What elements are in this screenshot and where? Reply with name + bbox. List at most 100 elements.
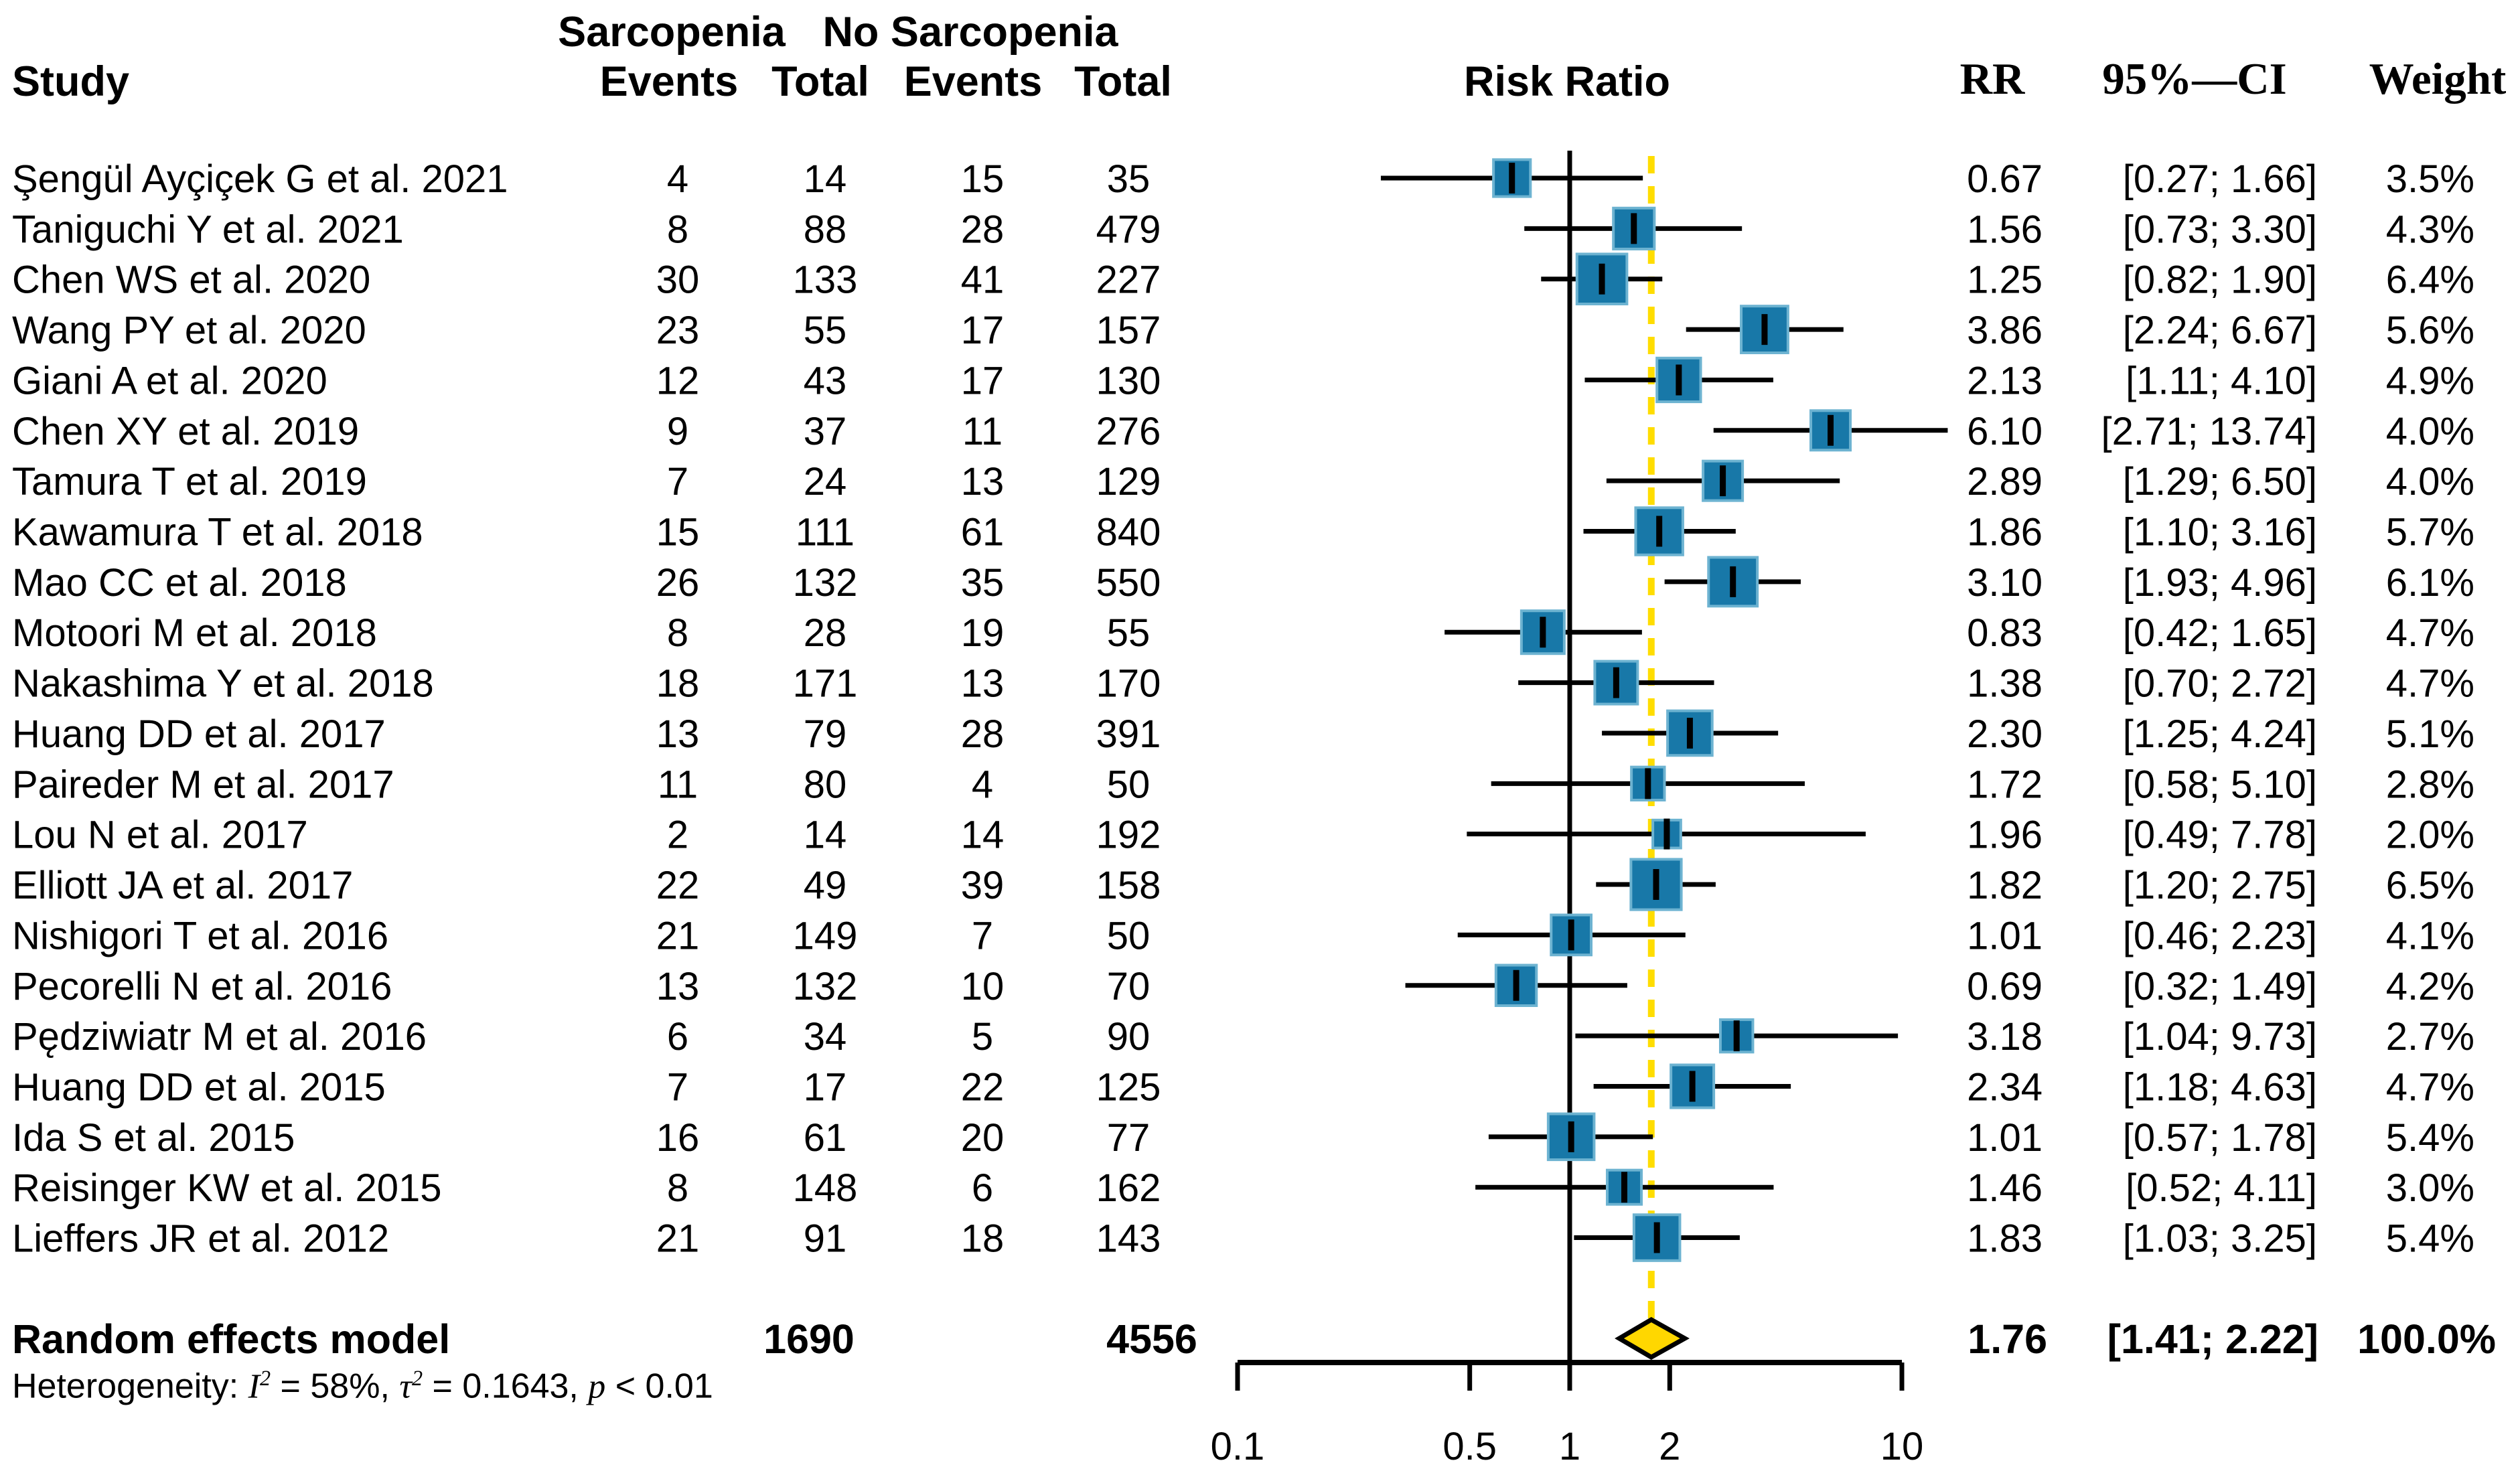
study-label: Lieffers JR et al. 2012 xyxy=(12,1217,389,1261)
x-axis-tick-label: 0.1 xyxy=(1211,1425,1265,1468)
total2-value: 170 xyxy=(1096,662,1161,706)
weight-value: 6.1% xyxy=(2386,561,2474,605)
rr-value: 2.89 xyxy=(1967,460,2043,503)
events1-value: 13 xyxy=(656,965,700,1008)
events1-value: 7 xyxy=(667,1065,688,1109)
ci-value: [1.10; 3.16] xyxy=(2123,511,2317,554)
ci-value: [1.03; 3.25] xyxy=(2123,1217,2317,1261)
rr-value: 0.69 xyxy=(1967,965,2043,1008)
ci-column-header: 95%—CI xyxy=(2102,54,2287,104)
total1-value: 14 xyxy=(804,813,847,857)
study-label: Elliott JA et al. 2017 xyxy=(12,864,353,907)
weight-value: 3.0% xyxy=(2386,1166,2474,1210)
study-label: Nakashima Y et al. 2018 xyxy=(12,662,434,706)
events2-value: 39 xyxy=(961,864,1005,907)
total2-value: 70 xyxy=(1107,965,1151,1008)
events2-value: 18 xyxy=(961,1217,1005,1261)
ci-value: [2.24; 6.67] xyxy=(2123,309,2317,352)
total2-value: 77 xyxy=(1107,1116,1151,1160)
total1-value: 133 xyxy=(793,258,858,302)
summary-total2-value: 4556 xyxy=(1106,1316,1197,1362)
total1-value: 37 xyxy=(804,410,847,453)
weight-value: 2.7% xyxy=(2386,1015,2474,1059)
ci-value: [0.27; 1.66] xyxy=(2123,157,2317,201)
rr-value: 0.83 xyxy=(1967,611,2043,655)
total2-value: 55 xyxy=(1107,611,1151,655)
total2-value: 129 xyxy=(1096,460,1161,503)
total1-value: 55 xyxy=(804,309,847,352)
total1-value: 28 xyxy=(804,611,847,655)
total1-value: 14 xyxy=(804,157,847,201)
weight-value: 5.4% xyxy=(2386,1217,2474,1261)
study-label: Chen XY et al. 2019 xyxy=(12,410,359,453)
group1-header: Sarcopenia xyxy=(558,9,786,56)
rr-value: 1.83 xyxy=(1967,1217,2043,1261)
ci-value: [0.57; 1.78] xyxy=(2123,1116,2317,1160)
total1-value: 34 xyxy=(804,1015,847,1059)
study-label: Huang DD et al. 2017 xyxy=(12,712,386,756)
x-axis-tick-label: 0.5 xyxy=(1442,1425,1497,1468)
ci-value: [0.46; 2.23] xyxy=(2123,914,2317,957)
rr-value: 3.18 xyxy=(1967,1015,2043,1059)
total2-value: 550 xyxy=(1096,561,1161,605)
total1-value: 91 xyxy=(804,1217,847,1261)
ci-value: [1.11; 4.10] xyxy=(2126,359,2317,402)
weight-value: 2.0% xyxy=(2386,813,2474,857)
events2-value: 11 xyxy=(962,410,1003,453)
total1-value: 111 xyxy=(796,511,855,554)
total2-value: 130 xyxy=(1096,359,1161,402)
events2-value: 17 xyxy=(961,309,1005,352)
events2-value: 13 xyxy=(961,460,1005,503)
study-label: Ida S et al. 2015 xyxy=(12,1116,295,1160)
events1-value: 8 xyxy=(667,1166,688,1210)
total2-value: 162 xyxy=(1096,1166,1161,1210)
events1-value: 18 xyxy=(656,662,700,706)
events2-value: 6 xyxy=(972,1166,993,1210)
study-label: Lou N et al. 2017 xyxy=(12,813,308,857)
rr-value: 6.10 xyxy=(1967,410,2043,453)
events1-value: 4 xyxy=(667,157,688,201)
rr-value: 2.30 xyxy=(1967,712,2043,756)
study-label: Kawamura T et al. 2018 xyxy=(12,511,423,554)
x-axis-tick-label: 10 xyxy=(1880,1425,1924,1468)
events1-value: 9 xyxy=(667,410,688,453)
study-label: Şengül Ayçiçek G et al. 2021 xyxy=(12,157,508,201)
group2-header: No Sarcopenia xyxy=(822,9,1118,56)
ci-value: [1.18; 4.63] xyxy=(2123,1065,2317,1109)
risk-ratio-header: Risk Ratio xyxy=(1463,58,1671,105)
total2-value: 840 xyxy=(1096,511,1161,554)
x-axis-tick-label: 2 xyxy=(1659,1425,1680,1468)
events1-value: 11 xyxy=(658,763,698,806)
weight-value: 4.7% xyxy=(2386,662,2474,706)
heterogeneity-prefix: Heterogeneity: xyxy=(12,1367,248,1406)
rr-value: 1.01 xyxy=(1967,914,2043,957)
total2-value: 143 xyxy=(1096,1217,1161,1261)
total1-value: 61 xyxy=(804,1116,847,1160)
total2-value: 192 xyxy=(1096,813,1161,857)
weight-value: 4.0% xyxy=(2386,460,2474,503)
study-label: Pędziwiatr M et al. 2016 xyxy=(12,1015,427,1059)
total1-value: 88 xyxy=(804,208,847,251)
total2-value: 90 xyxy=(1107,1015,1151,1059)
weight-value: 2.8% xyxy=(2386,763,2474,806)
events1-value: 21 xyxy=(656,1217,700,1261)
total2-value: 391 xyxy=(1096,712,1161,756)
study-label: Paireder M et al. 2017 xyxy=(12,763,394,806)
weight-value: 6.4% xyxy=(2386,258,2474,302)
weight-value: 6.5% xyxy=(2386,864,2474,907)
events2-value: 15 xyxy=(961,157,1005,201)
summary-label: Random effects model xyxy=(12,1316,450,1362)
events1-value: 7 xyxy=(667,460,688,503)
rr-value: 1.86 xyxy=(1967,511,2043,554)
weight-value: 5.6% xyxy=(2386,309,2474,352)
events1-value: 6 xyxy=(667,1015,688,1059)
weight-value: 5.4% xyxy=(2386,1116,2474,1160)
study-label: Wang PY et al. 2020 xyxy=(12,309,366,352)
rr-value: 1.56 xyxy=(1967,208,2043,251)
ci-value: [1.20; 2.75] xyxy=(2123,864,2317,907)
weight-value: 4.7% xyxy=(2386,611,2474,655)
ci-value: [1.29; 6.50] xyxy=(2123,460,2317,503)
weight-value: 4.1% xyxy=(2386,914,2474,957)
ci-value: [1.04; 9.73] xyxy=(2123,1015,2317,1059)
